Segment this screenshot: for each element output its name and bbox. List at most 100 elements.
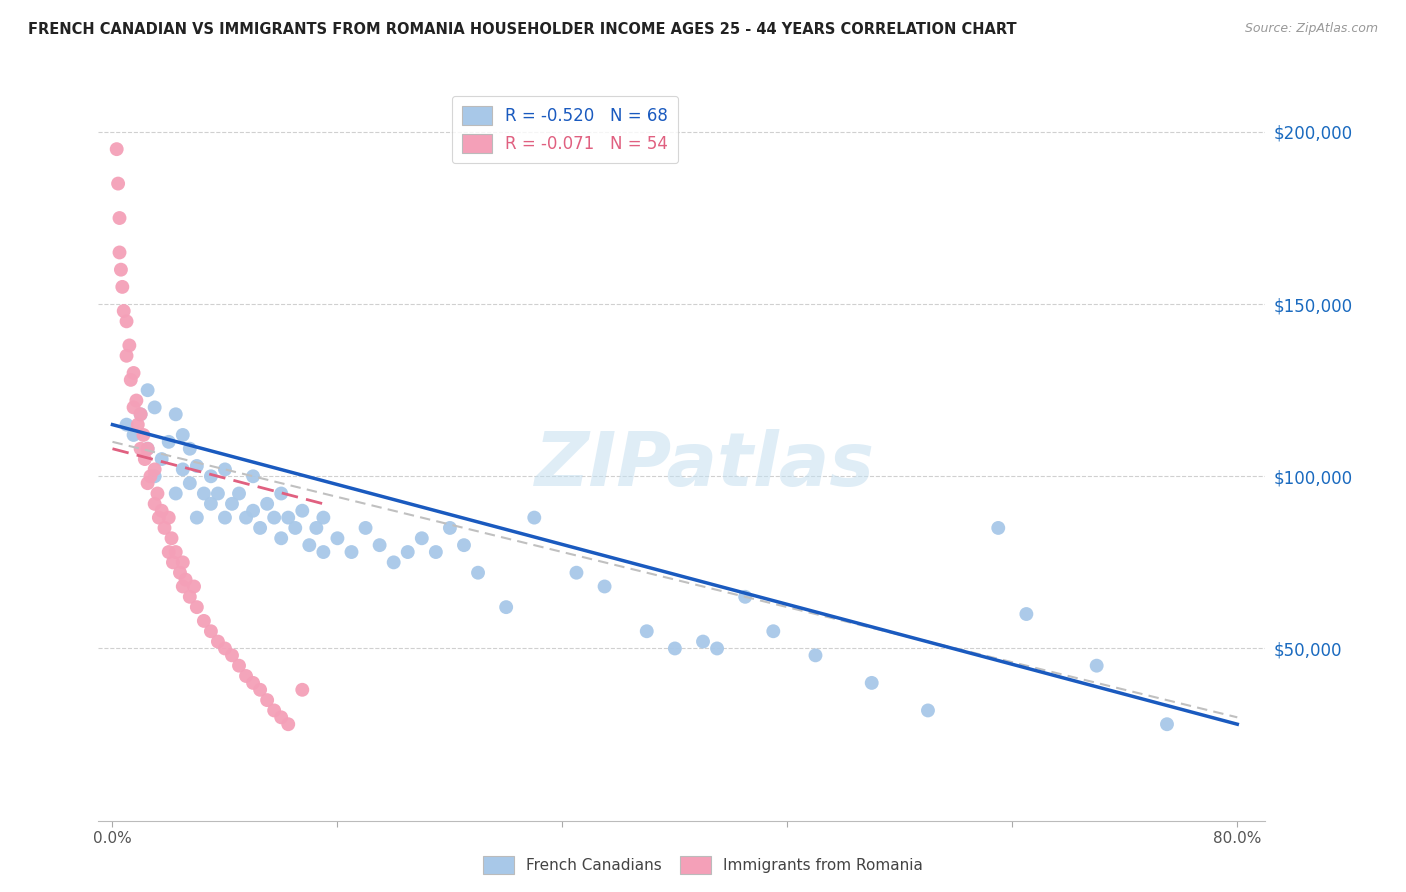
Point (146, 486, 169, 500)
Text: FRENCH CANADIAN VS IMMIGRANTS FROM ROMANIA HOUSEHOLDER INCOME AGES 25 - 44 YEARS: FRENCH CANADIAN VS IMMIGRANTS FROM ROMAN… (28, 22, 1017, 37)
Text: ZIPatlas: ZIPatlas (536, 429, 876, 502)
Point (467, 566, 489, 580)
Point (122, 428, 145, 442)
Point (235, 510, 257, 524)
Point (129, 442, 152, 456)
Point (340, 545, 363, 559)
Point (207, 634, 229, 648)
Point (1156, 717, 1178, 731)
Point (143, 497, 166, 511)
Point (396, 545, 419, 559)
Point (214, 510, 236, 524)
Point (917, 703, 939, 717)
Point (112, 304, 135, 318)
Point (148, 510, 170, 524)
Point (115, 349, 138, 363)
Point (127, 417, 149, 432)
Point (179, 476, 201, 491)
Point (425, 545, 447, 559)
Point (284, 521, 307, 535)
Point (120, 373, 142, 387)
Point (411, 531, 433, 545)
Point (129, 407, 152, 421)
Point (664, 641, 686, 656)
Point (312, 545, 335, 559)
Point (291, 682, 314, 697)
Point (172, 462, 194, 476)
Point (1015, 607, 1038, 621)
Point (150, 452, 173, 467)
Point (122, 401, 145, 415)
Point (115, 314, 138, 328)
Point (136, 442, 159, 456)
Point (860, 676, 883, 690)
Point (110, 262, 132, 277)
Point (270, 486, 292, 500)
Legend: French Canadians, Immigrants from Romania: French Canadians, Immigrants from Romani… (477, 850, 929, 880)
Point (179, 442, 201, 456)
Point (263, 510, 285, 524)
Point (214, 641, 236, 656)
Point (270, 710, 292, 724)
Point (139, 469, 162, 483)
Point (105, 142, 128, 156)
Point (134, 452, 156, 467)
Point (115, 417, 138, 432)
Point (150, 504, 173, 518)
Point (242, 469, 264, 483)
Point (987, 521, 1010, 535)
Point (368, 538, 391, 552)
Point (382, 555, 405, 569)
Legend: R = -0.520   N = 68, R = -0.071   N = 54: R = -0.520 N = 68, R = -0.071 N = 54 (453, 96, 678, 163)
Point (186, 458, 208, 473)
Point (495, 600, 517, 615)
Point (242, 676, 264, 690)
Point (165, 407, 187, 421)
Point (179, 590, 201, 604)
Point (221, 648, 243, 663)
Point (172, 428, 194, 442)
Point (593, 579, 616, 593)
Point (305, 521, 328, 535)
Point (125, 393, 148, 408)
Point (228, 658, 250, 673)
Point (207, 486, 229, 500)
Point (118, 338, 141, 352)
Point (200, 469, 222, 483)
Point (186, 510, 208, 524)
Point (193, 614, 215, 628)
Point (111, 280, 134, 294)
Point (136, 442, 159, 456)
Point (174, 573, 197, 587)
Point (132, 428, 155, 442)
Point (228, 486, 250, 500)
Point (136, 476, 159, 491)
Point (249, 521, 271, 535)
Point (221, 497, 243, 511)
Point (277, 717, 299, 731)
Point (277, 510, 299, 524)
Point (153, 521, 176, 535)
Point (291, 504, 314, 518)
Point (129, 407, 152, 421)
Point (804, 648, 827, 663)
Point (706, 641, 728, 656)
Point (183, 579, 205, 593)
Text: Source: ZipAtlas.com: Source: ZipAtlas.com (1244, 22, 1378, 36)
Point (200, 624, 222, 639)
Point (214, 462, 236, 476)
Point (270, 531, 292, 545)
Point (143, 401, 166, 415)
Point (565, 566, 588, 580)
Point (256, 497, 278, 511)
Point (762, 624, 785, 639)
Point (107, 177, 129, 191)
Point (263, 703, 285, 717)
Point (157, 545, 180, 559)
Point (298, 538, 321, 552)
Point (186, 600, 208, 615)
Point (143, 462, 166, 476)
Point (193, 486, 215, 500)
Point (165, 486, 187, 500)
Point (636, 624, 658, 639)
